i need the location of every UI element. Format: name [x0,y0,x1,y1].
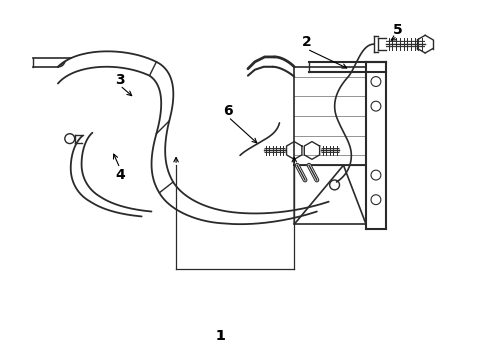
Text: 1: 1 [215,329,225,343]
Text: 6: 6 [223,104,233,118]
Text: 5: 5 [392,23,402,37]
Text: 3: 3 [115,73,124,86]
Text: 1: 1 [215,329,225,343]
Text: 2: 2 [302,35,311,49]
Text: 4: 4 [115,168,124,182]
